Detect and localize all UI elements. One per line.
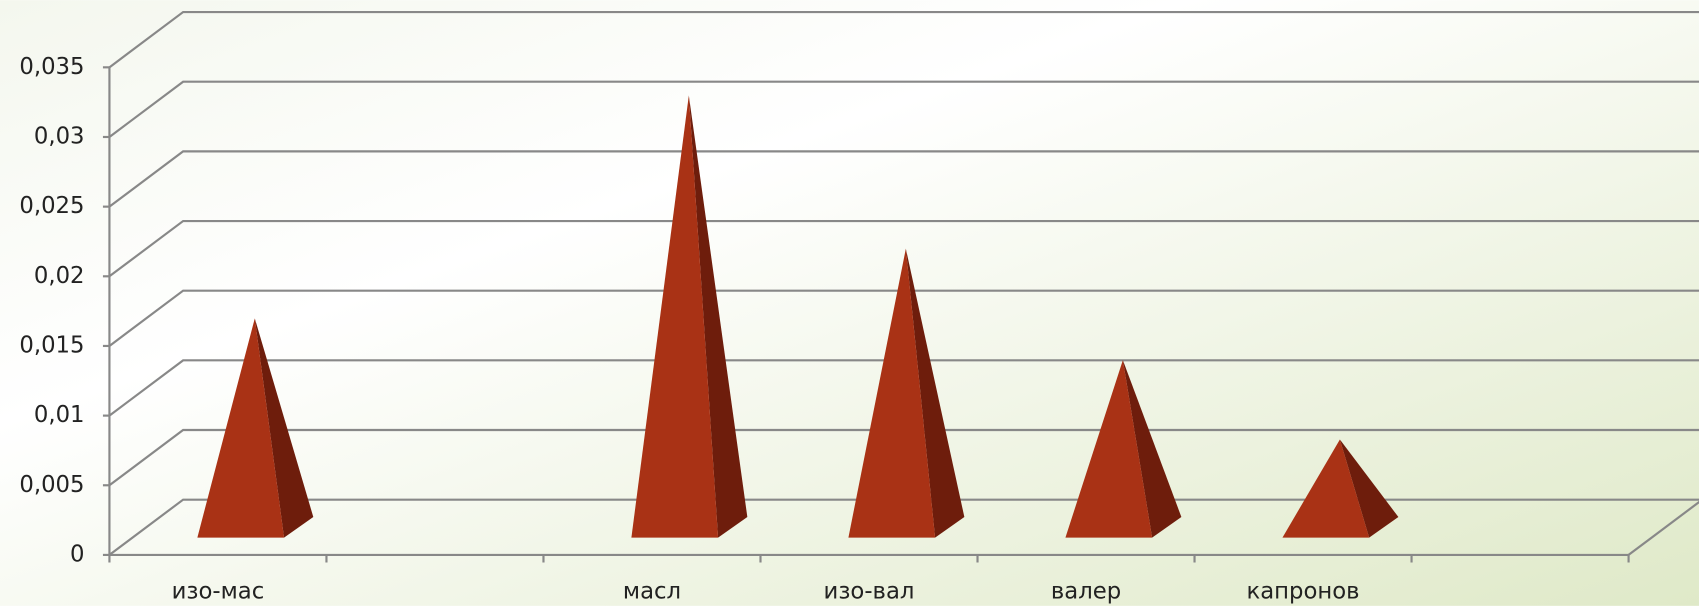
x-tick-label: капронов — [1246, 578, 1359, 604]
pyramid — [631, 95, 748, 538]
grid-line — [108, 498, 1699, 556]
pyramid-face — [848, 248, 936, 538]
pyramid-face — [1339, 439, 1399, 538]
y-tick-label: 0,025 — [19, 193, 84, 219]
pyramid-face — [1122, 360, 1182, 538]
floor-edge — [1627, 500, 1699, 556]
y-tick-label: 0,03 — [34, 123, 85, 149]
pyramid — [1065, 360, 1182, 538]
pyramid — [197, 318, 314, 538]
y-tick-label: 0,02 — [34, 263, 85, 289]
y-tick-label: 0,01 — [34, 402, 85, 428]
grid-line — [108, 289, 1699, 347]
y-tick-label: 0 — [70, 541, 84, 567]
grid-line — [108, 80, 1699, 138]
pyramid-face — [688, 95, 748, 538]
x-tick-label: валер — [1051, 578, 1121, 604]
x-tick-label: изо-мас — [172, 578, 265, 604]
x-tick-label: изо-вал — [824, 578, 915, 604]
pyramid-face — [254, 318, 314, 538]
y-tick-label: 0,005 — [19, 472, 84, 498]
pyramid-face — [1282, 439, 1370, 538]
pyramid-face — [197, 318, 285, 538]
y-tick-label: 0,035 — [19, 54, 84, 80]
pyramid — [848, 248, 965, 538]
x-tick-label: масл — [623, 578, 681, 604]
grid-line — [108, 150, 1699, 208]
y-tick-label: 0,015 — [19, 332, 84, 358]
pyramid-face — [631, 95, 719, 538]
grid-line — [108, 10, 1699, 69]
pyramid-face — [1065, 360, 1153, 538]
grid-line — [108, 428, 1699, 487]
pyramid — [1282, 439, 1399, 538]
plot-area: 0 0,005 0,01 0,015 0,02 0,025 0,03 0,035 изо-мас… — [19, 10, 1699, 604]
pyramid-face — [905, 248, 965, 538]
grid-line — [108, 219, 1699, 278]
grid-line — [108, 359, 1699, 417]
